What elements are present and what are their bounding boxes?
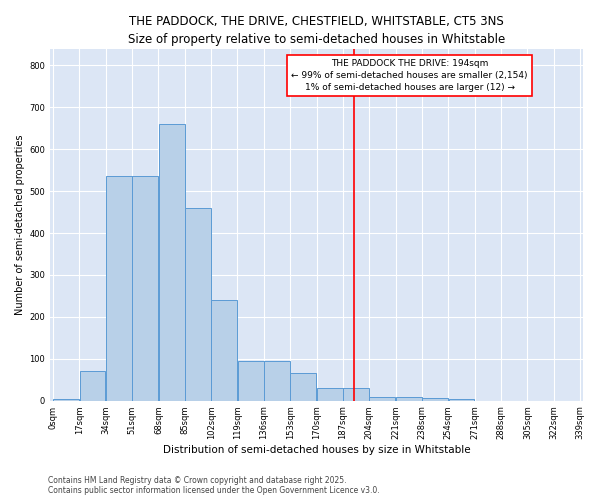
Bar [238,361,263,401]
Bar [370,396,395,400]
Text: Contains HM Land Registry data © Crown copyright and database right 2025.
Contai: Contains HM Land Registry data © Crown c… [48,476,380,495]
Bar [185,208,211,400]
Title: THE PADDOCK, THE DRIVE, CHESTFIELD, WHITSTABLE, CT5 3NS
Size of property relativ: THE PADDOCK, THE DRIVE, CHESTFIELD, WHIT… [128,15,505,46]
Bar [80,372,106,400]
X-axis label: Distribution of semi-detached houses by size in Whitstable: Distribution of semi-detached houses by … [163,445,470,455]
Bar [106,176,132,400]
Y-axis label: Number of semi-detached properties: Number of semi-detached properties [15,134,25,315]
Bar [211,300,237,400]
Text: THE PADDOCK THE DRIVE: 194sqm
← 99% of semi-detached houses are smaller (2,154)
: THE PADDOCK THE DRIVE: 194sqm ← 99% of s… [292,59,528,92]
Bar [317,388,343,400]
Bar [133,176,158,400]
Bar [264,361,290,401]
Bar [396,396,422,400]
Bar [158,124,185,400]
Bar [422,398,448,400]
Bar [343,388,369,400]
Bar [290,374,316,400]
